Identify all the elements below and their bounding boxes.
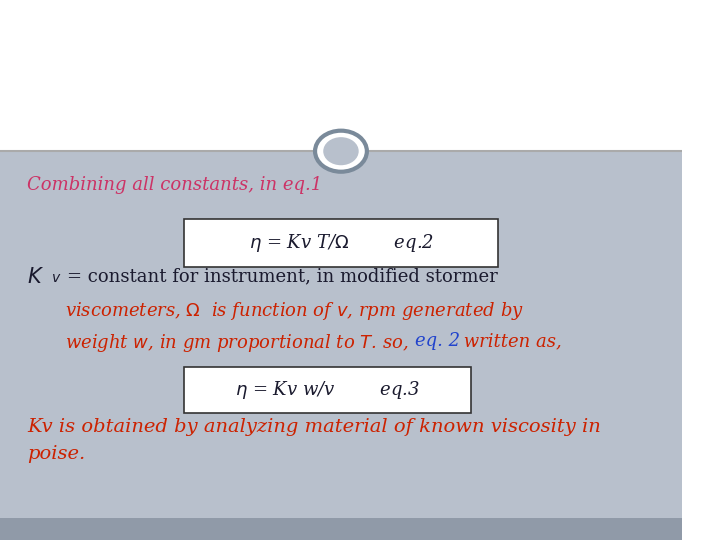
Text: Combining all constants, in eq.1: Combining all constants, in eq.1	[27, 176, 323, 193]
Text: Kv is obtained by analyzing material of known viscosity in
poise.: Kv is obtained by analyzing material of …	[27, 418, 601, 463]
Text: $\eta$ = Kv T/$\Omega$        eq.2: $\eta$ = Kv T/$\Omega$ eq.2	[248, 232, 433, 254]
Text: $\eta$ = Kv w/v        eq.3: $\eta$ = Kv w/v eq.3	[235, 379, 420, 401]
FancyBboxPatch shape	[184, 219, 498, 267]
Text: eq. 2: eq. 2	[415, 332, 460, 350]
Text: written as,: written as,	[458, 332, 562, 350]
Text: $v$: $v$	[51, 271, 61, 285]
Circle shape	[315, 131, 367, 172]
Text: $K$: $K$	[27, 267, 45, 287]
Circle shape	[323, 137, 359, 165]
FancyBboxPatch shape	[0, 518, 682, 540]
Text: = constant for instrument, in modified stormer: = constant for instrument, in modified s…	[67, 267, 498, 285]
FancyBboxPatch shape	[0, 0, 682, 151]
Text: viscometers, $\Omega$  is function of $v$, rpm generated by: viscometers, $\Omega$ is function of $v$…	[65, 300, 523, 322]
FancyBboxPatch shape	[0, 151, 682, 540]
FancyBboxPatch shape	[184, 367, 471, 413]
Text: weight $w$, in gm proportional to $T$. so,: weight $w$, in gm proportional to $T$. s…	[65, 332, 410, 354]
